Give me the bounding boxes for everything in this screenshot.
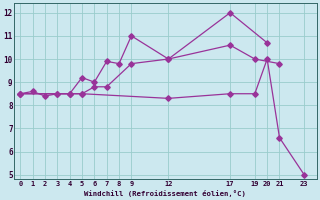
X-axis label: Windchill (Refroidissement éolien,°C): Windchill (Refroidissement éolien,°C) [84, 190, 246, 197]
